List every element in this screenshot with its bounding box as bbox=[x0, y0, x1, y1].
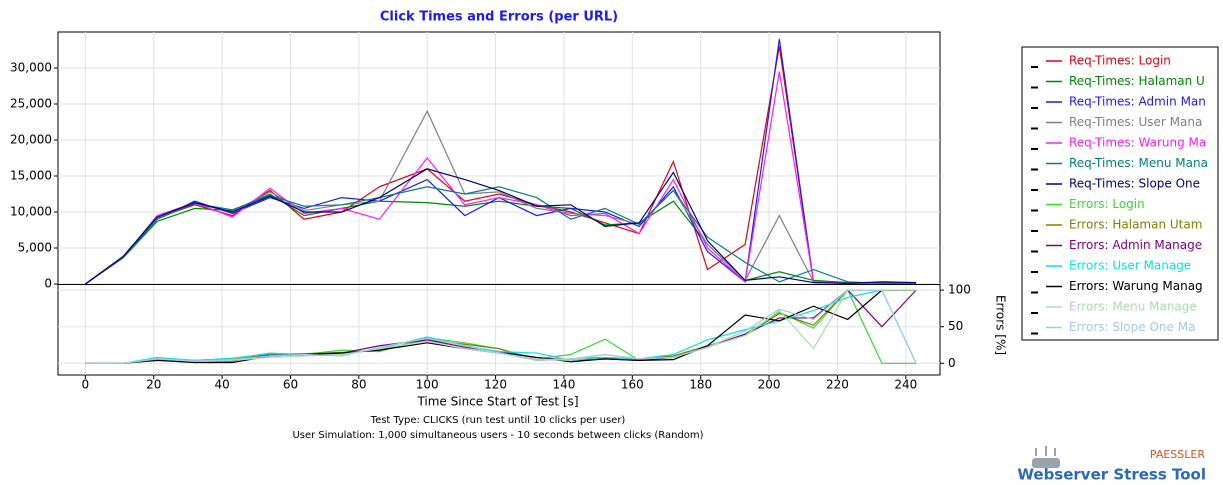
legend-label: Req-Times: Admin Man bbox=[1069, 95, 1206, 109]
series-line bbox=[84, 168, 917, 285]
chart-title: Click Times and Errors (per URL) bbox=[380, 10, 618, 25]
y-tick-label: 25,000 bbox=[10, 97, 52, 111]
legend-label: Errors: Halaman Utam bbox=[1069, 218, 1202, 232]
legend-label: Req-Times: Login bbox=[1069, 54, 1171, 68]
logo-product: Webserver Stress Tool bbox=[1017, 466, 1206, 484]
y-tick-label: 0 bbox=[44, 277, 52, 291]
series-line bbox=[84, 46, 917, 285]
x-tick-label: 80 bbox=[351, 378, 366, 392]
x-tick-label: 160 bbox=[621, 378, 644, 392]
x-tick-label: 180 bbox=[689, 378, 712, 392]
logo-icon bbox=[1032, 458, 1060, 468]
y-tick-label: 15,000 bbox=[10, 169, 52, 183]
legend-label: Req-Times: Slope One bbox=[1069, 177, 1200, 191]
x-tick-label: 20 bbox=[146, 378, 161, 392]
x-axis-label: Time Since Start of Test [s] bbox=[416, 395, 578, 409]
logo-brand: PAESSLER bbox=[1150, 448, 1205, 461]
legend-label: Req-Times: Menu Mana bbox=[1069, 156, 1208, 170]
legend-label: Req-Times: Halaman U bbox=[1069, 74, 1205, 88]
x-tick-label: 0 bbox=[82, 378, 90, 392]
logo: PAESSLER Webserver Stress Tool bbox=[1017, 446, 1206, 484]
x-tick-label: 200 bbox=[758, 378, 781, 392]
y2-axis-label: Errors [%] bbox=[994, 295, 1008, 355]
y2-tick-label: 0 bbox=[948, 356, 956, 370]
x-tick-label: 60 bbox=[283, 378, 298, 392]
x-tick-label: 40 bbox=[214, 378, 229, 392]
legend bbox=[1021, 46, 1219, 341]
series-line bbox=[85, 289, 917, 364]
legend-label: Errors: Login bbox=[1069, 197, 1145, 211]
y2-tick-label: 100 bbox=[948, 283, 971, 297]
legend-label: Errors: User Manage bbox=[1069, 259, 1191, 273]
series-line bbox=[85, 71, 917, 285]
subtitle: Test Type: CLICKS (run test until 10 cli… bbox=[370, 415, 626, 426]
subtitle: User Simulation: 1,000 simultaneous user… bbox=[292, 430, 703, 441]
series-line bbox=[85, 289, 917, 364]
legend-label: Errors: Menu Manage bbox=[1069, 300, 1197, 314]
series-line bbox=[85, 289, 917, 364]
series-line bbox=[85, 289, 917, 364]
logo-icon bbox=[1035, 446, 1056, 456]
y-tick-label: 30,000 bbox=[10, 61, 52, 75]
y2-tick-label: 50 bbox=[948, 319, 963, 333]
series-line bbox=[85, 39, 917, 285]
x-tick-label: 140 bbox=[553, 378, 576, 392]
x-tick-label: 100 bbox=[416, 378, 439, 392]
series-line bbox=[85, 289, 917, 364]
legend-label: Errors: Admin Manage bbox=[1069, 238, 1202, 252]
y-tick-label: 5,000 bbox=[18, 241, 52, 255]
legend-label: Req-Times: Warung Ma bbox=[1069, 136, 1206, 150]
y-tick-label: 10,000 bbox=[10, 205, 52, 219]
plot-frame bbox=[57, 31, 941, 376]
x-tick-label: 240 bbox=[894, 378, 917, 392]
series-line bbox=[85, 186, 917, 285]
legend-label: Errors: Warung Manag bbox=[1069, 279, 1203, 293]
x-tick-label: 120 bbox=[484, 378, 507, 392]
legend-label: Req-Times: User Mana bbox=[1069, 115, 1202, 129]
x-tick-label: 220 bbox=[826, 378, 849, 392]
y-tick-label: 20,000 bbox=[10, 133, 52, 147]
legend-label: Errors: Slope One Ma bbox=[1069, 320, 1195, 334]
